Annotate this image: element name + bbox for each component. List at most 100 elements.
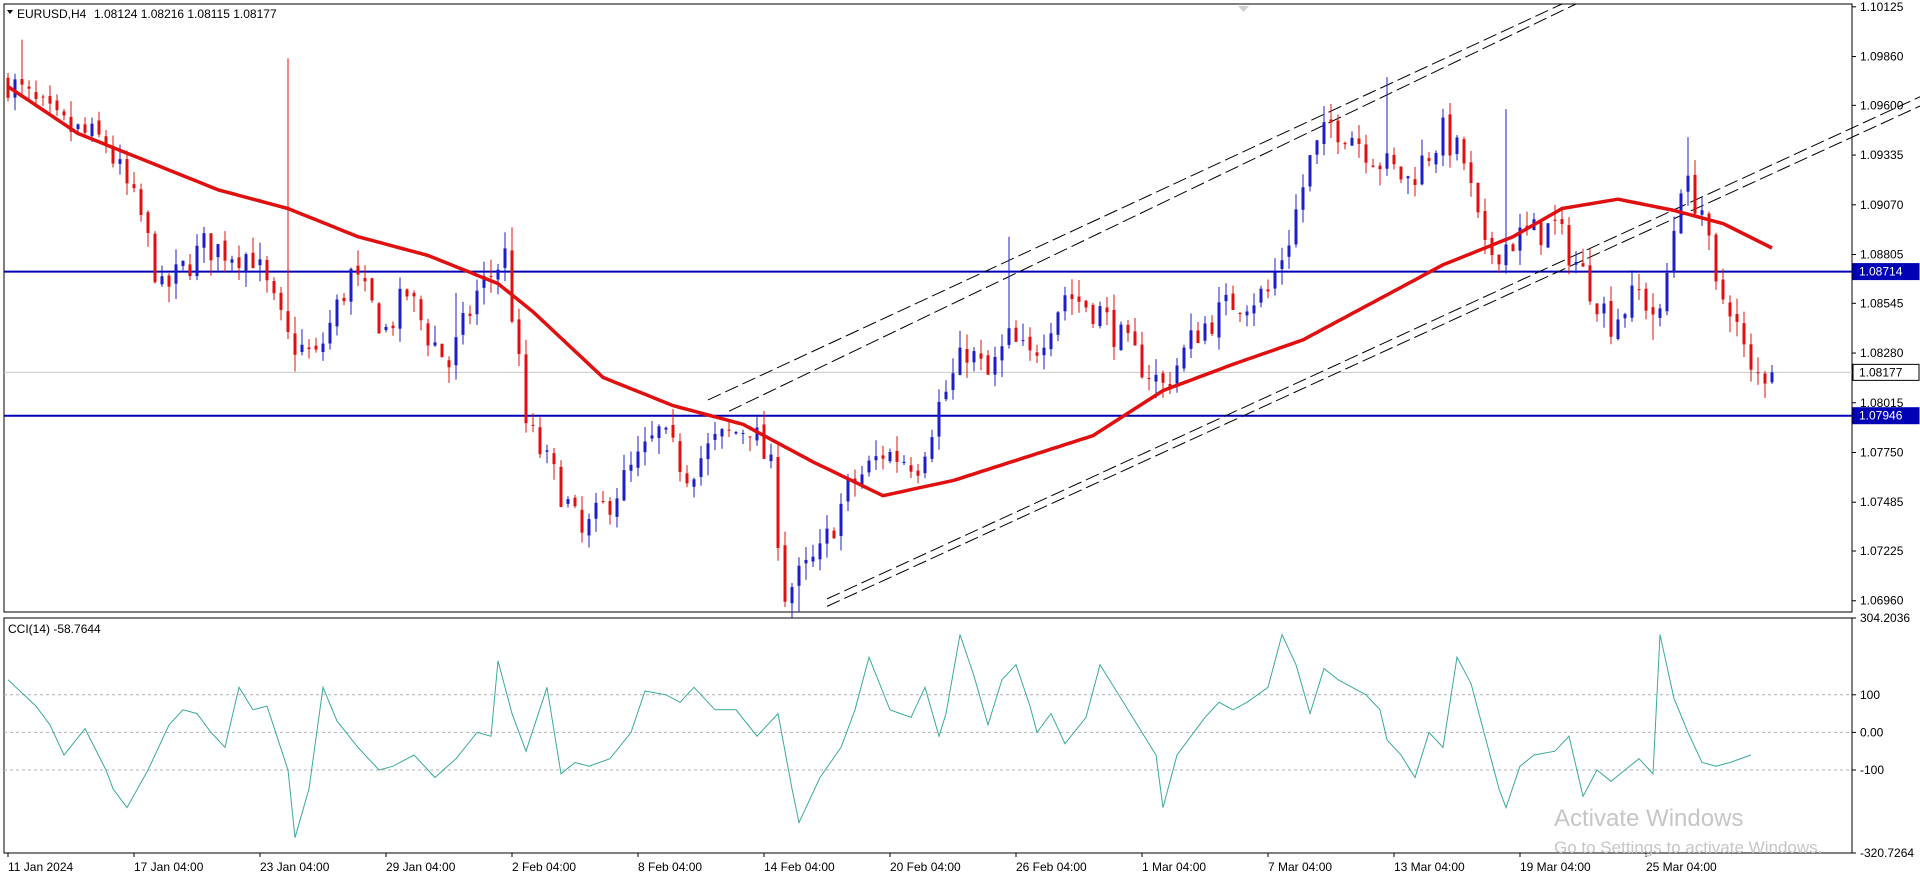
candle [272,277,276,301]
candle [657,424,661,455]
candle [1280,247,1284,285]
candle [839,493,843,551]
candle-body [1322,122,1326,145]
candle [811,544,815,568]
cci-label: CCI(14) -58.7644 [8,622,101,636]
candle-body [237,257,241,268]
candle-body [1063,295,1067,312]
candle [1686,137,1690,206]
candle-body [1070,294,1074,300]
candle [916,463,920,484]
candle-body [650,435,654,439]
trend-channel[interactable] [707,3,1920,607]
candle [818,529,822,571]
candle-body [636,451,640,468]
candle-body [1357,138,1361,144]
candle [216,243,220,273]
candle [209,233,213,276]
time-tick-label: 23 Jan 04:00 [260,860,330,874]
candle-body [573,497,577,507]
time-axis: 11 Jan 2024 17 Jan 04:00 23 Jan 04:00 29 Ja… [7,853,1717,874]
price-tag-box [1852,263,1920,281]
candle-body [1602,303,1606,314]
candle [286,58,290,340]
candle-body [258,259,262,266]
candle-body [1497,254,1501,265]
candle-body [1133,331,1137,346]
candle-body [734,432,738,434]
time-tick-label: 1 Mar 04:00 [1142,860,1206,874]
candle-body [839,503,843,536]
candle [972,347,976,372]
candle [230,255,234,273]
candle [713,421,717,451]
candle-body [1049,333,1053,350]
time-tick-label: 25 Mar 04:00 [1646,860,1717,874]
candle [1105,297,1109,326]
candle-body [321,343,325,353]
candle-body [384,326,388,331]
candle [699,445,703,486]
candle-body [1392,154,1396,165]
candle [1770,365,1774,384]
price-tick-label: 1.09860 [1860,50,1904,64]
candle-body [1287,245,1291,257]
candle-body [356,265,360,275]
time-tick-label: 17 Jan 04:00 [134,860,204,874]
candle-body [41,96,45,98]
candle-body [181,260,185,267]
candle [251,237,255,269]
candle [1140,331,1144,379]
candle [202,226,206,263]
candle [1007,236,1011,349]
candle-body [125,159,129,184]
candle [1651,293,1655,340]
menu-triangle-icon[interactable] [7,10,13,14]
candle [1273,258,1277,296]
candle [566,496,570,508]
candle [510,227,514,324]
candle [461,301,465,345]
candle [1224,283,1228,316]
candle [1602,296,1606,328]
candle-body [594,502,598,519]
cci-axis: 304.2036 100 0.00 -100 -320.7264 [1852,611,1914,860]
candle [1315,139,1319,165]
candle-body [559,466,563,507]
candle-body [930,437,934,459]
candle [97,111,101,138]
candle [1329,104,1333,138]
candle-body [671,424,675,438]
candle [1336,114,1340,155]
candle-body [1406,176,1410,179]
candle-body [482,275,486,288]
candle [153,231,157,284]
candle-body [461,313,465,335]
candle-body [1700,210,1704,215]
candle [1574,251,1578,274]
candle-body [580,509,584,533]
candle [1434,150,1438,174]
candle-body [1483,211,1487,240]
cci-series [4,633,1852,838]
candle [307,339,311,359]
horizontal-levels[interactable] [4,270,1852,417]
candle [734,430,738,435]
candle [573,494,577,509]
candle [643,426,647,466]
candle-body [1665,272,1669,312]
candle [1077,279,1081,313]
candle-body [608,501,612,515]
candle [1154,359,1158,399]
candle-body [1350,137,1354,146]
price-tag-box [1852,407,1920,425]
shift-marker-icon[interactable] [1238,6,1249,12]
candle [1168,372,1172,395]
candle [335,294,339,336]
price-tick-label: 1.09600 [1860,98,1904,112]
candle [482,261,486,305]
candle [874,440,878,470]
candle-body [335,299,339,327]
price-tag-label: 1.07946 [1859,409,1903,423]
